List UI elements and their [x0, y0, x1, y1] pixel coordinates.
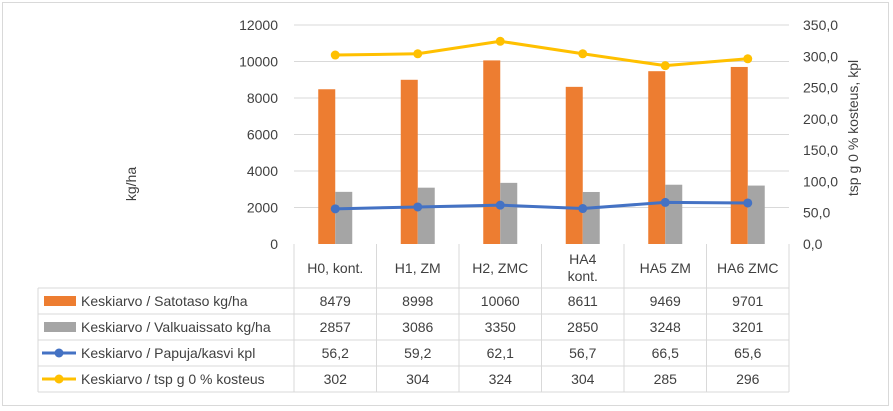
- table-cell-value: 3248: [650, 319, 681, 335]
- data-point: [413, 202, 423, 212]
- category-label: HA5 ZM: [640, 260, 691, 276]
- legend-series-name: Keskiarvo / Papuja/kasvi kpl: [81, 345, 255, 361]
- bar: [747, 185, 765, 244]
- legend-key: [44, 322, 76, 332]
- series-line: [335, 39, 748, 68]
- bar: [565, 86, 583, 245]
- bar: [400, 79, 418, 244]
- table-cell-value: 3201: [732, 319, 763, 335]
- y-axis-tick-label: 12000: [239, 17, 278, 33]
- table-cell-value: 8611: [568, 293, 598, 309]
- bar: [582, 191, 600, 244]
- table-cell-value: 304: [571, 371, 595, 387]
- table-cell-value: 9701: [732, 293, 763, 309]
- y2-axis-tick-label: 350,0: [803, 17, 838, 33]
- bar: [417, 187, 435, 244]
- data-point: [578, 204, 588, 214]
- table-cell-value: 302: [324, 371, 348, 387]
- bar: [730, 66, 748, 244]
- legend-series-name: Keskiarvo / Valkuaissato kg/ha: [81, 319, 271, 335]
- y2-axis-tick-label: 0,0: [803, 236, 823, 252]
- table-cell-value: 324: [489, 371, 513, 387]
- category-label: HA6 ZMC: [717, 260, 778, 276]
- y-axis-tick-label: 4000: [247, 163, 278, 179]
- data-point: [743, 198, 753, 208]
- table-cell-value: 62,1: [487, 345, 514, 361]
- data-point: [413, 49, 423, 59]
- table-cell-value: 285: [654, 371, 678, 387]
- table-cell-value: 3086: [402, 319, 433, 335]
- data-point: [330, 50, 340, 60]
- category-label: HA4: [569, 251, 596, 267]
- category-label: kont.: [568, 268, 598, 284]
- table-cell-value: 8998: [402, 293, 433, 309]
- legend-series-name: Keskiarvo / Satotaso kg/ha: [81, 293, 248, 309]
- bar: [335, 191, 353, 244]
- legend-key: [44, 296, 76, 306]
- y2-axis-tick-label: 50,0: [803, 205, 830, 221]
- y2-axis-tick-label: 150,0: [803, 142, 838, 158]
- table-cell-value: 296: [736, 371, 760, 387]
- bar: [665, 184, 683, 244]
- data-point: [660, 61, 670, 71]
- table-cell-value: 304: [406, 371, 430, 387]
- y-axis-tick-label: 10000: [239, 54, 278, 70]
- data-point: [743, 54, 753, 64]
- bar: [500, 182, 518, 244]
- table-cell-value: 9469: [650, 293, 681, 309]
- y2-axis-tick-label: 200,0: [803, 111, 838, 127]
- legend-series-name: Keskiarvo / tsp g 0 % kosteus: [81, 371, 265, 387]
- data-point: [495, 200, 505, 210]
- y-axis-tick-label: 2000: [247, 200, 278, 216]
- table-cell-value: 3350: [485, 319, 516, 335]
- y-axis-tick-label: 6000: [247, 127, 278, 143]
- table-cell-value: 8479: [320, 293, 351, 309]
- table-cell-value: 56,2: [322, 345, 349, 361]
- y2-axis-tick-label: 250,0: [803, 80, 838, 96]
- table-cell-value: 56,7: [569, 345, 596, 361]
- y2-axis-tick-label: 300,0: [803, 48, 838, 64]
- legend-key-marker: [54, 374, 64, 384]
- legend-key-marker: [54, 348, 64, 358]
- data-point: [330, 204, 340, 214]
- y-axis-tick-label: 0: [270, 236, 278, 252]
- table-cell-value: 2857: [320, 319, 351, 335]
- table-cell-value: 66,5: [652, 345, 679, 361]
- category-label: H0, kont.: [307, 260, 363, 276]
- data-point: [578, 49, 588, 59]
- table-cell-value: 2850: [567, 319, 598, 335]
- category-label: H1, ZM: [395, 260, 441, 276]
- chart-frame: [2, 2, 889, 406]
- category-label: H2, ZMC: [472, 260, 528, 276]
- table-cell-value: 65,6: [734, 345, 761, 361]
- y-axis-title: kg/ha: [123, 167, 139, 201]
- bar: [483, 60, 501, 244]
- bar: [648, 71, 666, 244]
- table-cell-value: 10060: [481, 293, 520, 309]
- y-axis-tick-label: 8000: [247, 90, 278, 106]
- series-line: [335, 200, 748, 211]
- bar: [318, 89, 336, 245]
- y2-axis-tick-label: 100,0: [803, 173, 838, 189]
- table-cell-value: 59,2: [404, 345, 431, 361]
- data-point: [495, 36, 505, 46]
- y2-axis-title: tsp g 0 % kosteus, kpl: [845, 60, 861, 196]
- data-point: [660, 197, 670, 207]
